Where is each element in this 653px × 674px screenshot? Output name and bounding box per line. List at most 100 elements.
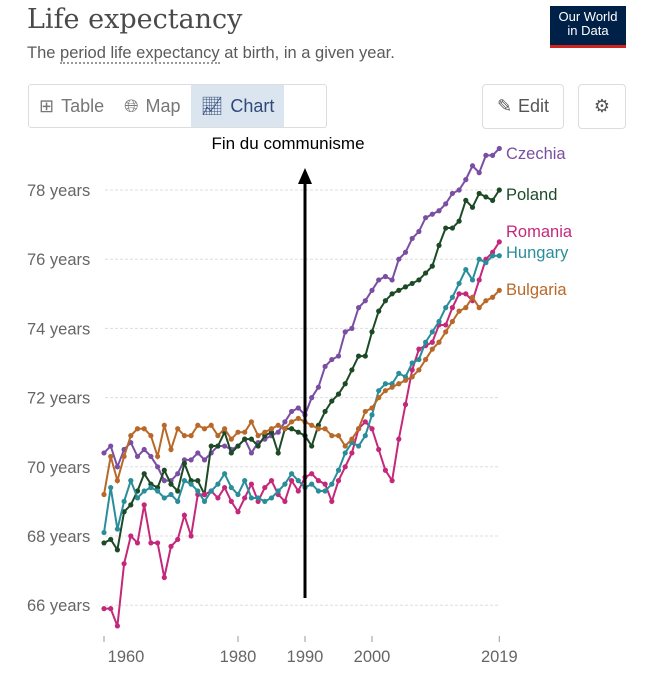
data-point bbox=[349, 450, 355, 456]
data-point bbox=[436, 339, 442, 345]
data-point bbox=[496, 145, 502, 152]
data-point bbox=[376, 395, 382, 401]
settings-button[interactable]: ⚙ bbox=[578, 84, 626, 129]
data-point bbox=[329, 433, 335, 439]
y-tick-label: 68 years bbox=[27, 528, 90, 546]
data-point bbox=[248, 495, 254, 501]
data-point bbox=[322, 481, 328, 487]
data-point bbox=[134, 453, 141, 460]
data-point bbox=[402, 401, 409, 408]
data-point bbox=[168, 481, 174, 487]
data-point bbox=[429, 263, 435, 269]
data-point bbox=[409, 360, 415, 366]
data-point bbox=[235, 509, 241, 515]
data-point bbox=[235, 491, 241, 498]
data-point bbox=[476, 305, 482, 311]
data-point bbox=[490, 294, 496, 300]
data-point bbox=[248, 481, 254, 487]
data-point bbox=[402, 249, 409, 255]
series-line-hungary bbox=[103, 254, 500, 533]
data-point bbox=[496, 287, 502, 293]
data-point bbox=[215, 433, 221, 439]
data-point bbox=[483, 152, 489, 158]
data-point bbox=[134, 426, 141, 432]
data-point bbox=[248, 450, 254, 456]
data-point bbox=[476, 277, 482, 283]
tab-map[interactable]: 🌐︎ Map bbox=[114, 85, 190, 127]
data-point bbox=[369, 287, 375, 293]
data-point bbox=[242, 436, 248, 442]
data-point bbox=[329, 498, 335, 504]
data-point bbox=[423, 215, 429, 221]
tab-table[interactable]: ⊞ Table bbox=[29, 85, 114, 127]
data-point bbox=[496, 187, 502, 193]
data-point bbox=[409, 235, 415, 242]
data-point bbox=[268, 426, 275, 432]
data-point bbox=[222, 484, 228, 491]
globe-icon: 🌐︎ bbox=[124, 95, 139, 116]
data-point bbox=[195, 422, 201, 428]
data-point bbox=[356, 443, 362, 449]
data-point bbox=[463, 266, 469, 273]
data-point bbox=[295, 478, 301, 484]
data-point bbox=[376, 446, 382, 453]
data-point bbox=[409, 367, 415, 373]
data-point bbox=[382, 381, 388, 387]
data-point bbox=[369, 426, 375, 432]
series-label: Bulgaria bbox=[506, 281, 567, 299]
data-point bbox=[409, 280, 415, 287]
data-point bbox=[362, 433, 368, 439]
data-point bbox=[349, 367, 355, 373]
period-life-expectancy-link[interactable]: period life expectancy bbox=[60, 44, 220, 64]
data-point bbox=[181, 433, 187, 439]
owid-logo[interactable]: Our World in Data bbox=[550, 6, 626, 48]
data-point bbox=[289, 419, 295, 425]
data-point bbox=[248, 419, 254, 425]
data-point bbox=[168, 491, 174, 498]
data-point bbox=[108, 606, 114, 612]
data-point bbox=[222, 426, 228, 432]
logo-line1: Our World bbox=[558, 9, 618, 24]
series-label: Romania bbox=[506, 223, 573, 241]
series-label: Czechia bbox=[506, 145, 566, 163]
data-point bbox=[362, 298, 368, 304]
data-point bbox=[215, 495, 221, 501]
data-point bbox=[262, 429, 268, 435]
data-point bbox=[101, 529, 107, 536]
x-tick-label: 1990 bbox=[287, 648, 324, 666]
data-point bbox=[436, 318, 442, 325]
data-point bbox=[181, 512, 187, 518]
arrow-head-icon bbox=[298, 168, 312, 184]
data-point bbox=[322, 426, 328, 432]
data-point bbox=[362, 419, 368, 425]
data-point bbox=[449, 190, 455, 197]
data-point bbox=[201, 498, 208, 504]
data-point bbox=[148, 433, 154, 439]
data-point bbox=[228, 498, 234, 504]
data-point bbox=[195, 488, 201, 494]
data-point bbox=[282, 419, 288, 425]
data-point bbox=[161, 574, 167, 581]
edit-button[interactable]: ✎ Edit bbox=[482, 84, 564, 129]
data-point bbox=[315, 384, 321, 390]
data-point bbox=[289, 471, 295, 477]
data-point bbox=[228, 450, 234, 456]
data-point bbox=[108, 443, 114, 449]
series-label: Hungary bbox=[506, 244, 569, 262]
data-point bbox=[469, 294, 476, 300]
data-point bbox=[255, 433, 261, 439]
data-point bbox=[128, 433, 134, 439]
data-point bbox=[335, 391, 342, 397]
data-point bbox=[402, 377, 409, 383]
data-point bbox=[201, 426, 208, 432]
data-point bbox=[155, 540, 161, 546]
tab-chart[interactable]: 📈︎ Chart bbox=[190, 85, 285, 127]
data-point bbox=[128, 533, 134, 539]
data-point bbox=[114, 526, 120, 532]
data-point bbox=[275, 422, 281, 428]
data-point bbox=[208, 443, 214, 449]
data-point bbox=[416, 228, 422, 235]
data-point bbox=[161, 495, 167, 501]
y-tick-label: 78 years bbox=[27, 182, 90, 200]
data-point bbox=[121, 453, 127, 460]
